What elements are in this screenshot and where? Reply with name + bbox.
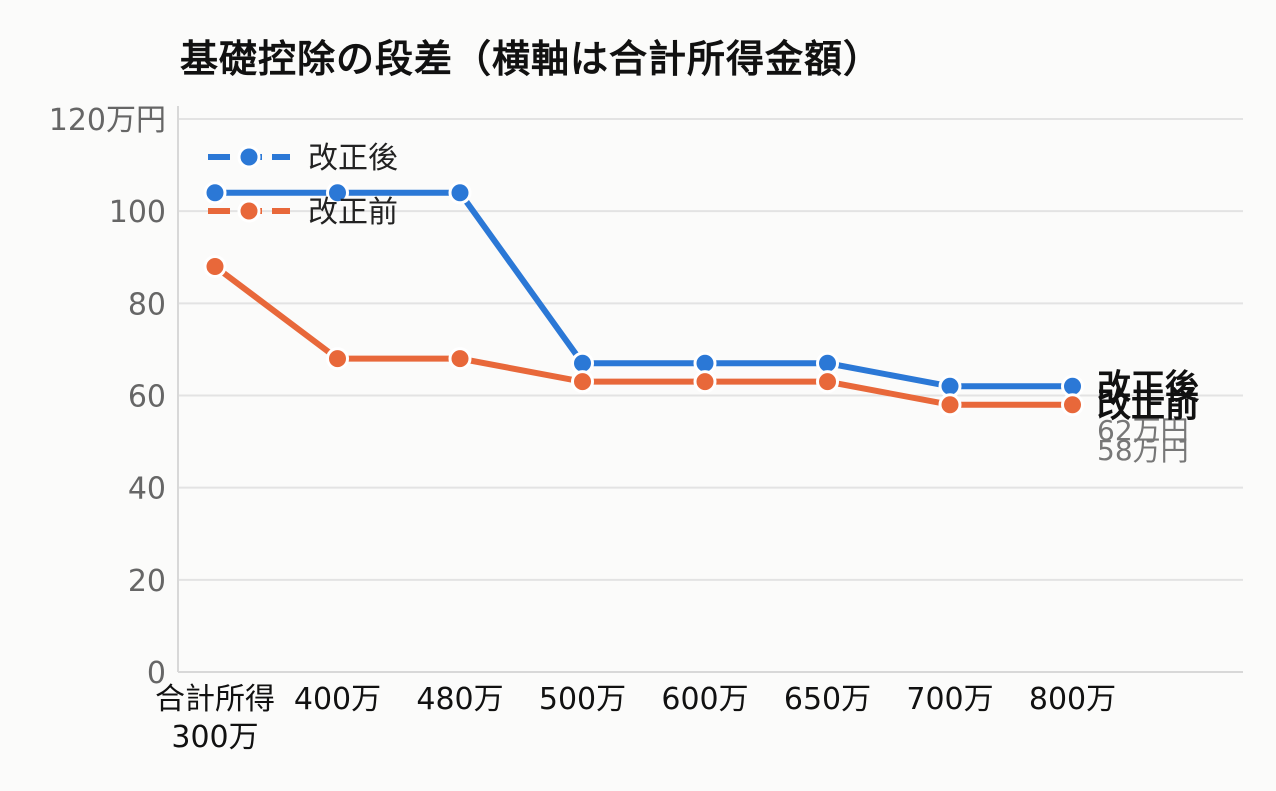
x-tick-labels: 合計所得 300万 400万 480万 500万 600万 650万 700万 800万: [155, 682, 1116, 755]
end-value-label: 62万円: [1097, 414, 1189, 447]
data-point: [1061, 393, 1084, 417]
y-tick-label: 80: [128, 287, 166, 322]
series-lines: [212, 189, 1076, 408]
y-tick-label: 20: [128, 564, 166, 599]
y-tick-label: 120万円: [49, 103, 166, 138]
legend-label: 改正前: [308, 195, 398, 230]
y-tick-label: 60: [128, 380, 166, 415]
y-tick-label: 40: [128, 472, 166, 507]
y-tick-label: 100: [109, 195, 166, 230]
series-points: [203, 181, 1084, 417]
y-tick-label: 0: [147, 656, 166, 691]
x-tick-label: 合計所得 300万: [155, 682, 275, 755]
end-value-label: 58万円: [1097, 434, 1189, 467]
x-tick-label: 800万: [1029, 682, 1116, 717]
x-tick-label: 400万: [294, 682, 381, 717]
data-point: [448, 347, 472, 371]
data-point: [203, 181, 227, 205]
legend-swatch-marker: [237, 199, 261, 223]
data-point: [448, 181, 472, 205]
data-point: [203, 254, 227, 278]
x-tick-label: 500万: [539, 682, 626, 717]
data-point: [938, 393, 962, 417]
y-tick-labels: 0 20 40 60 80 100 120万円: [49, 103, 166, 691]
legend-label: 改正後: [308, 141, 398, 176]
data-point: [816, 370, 839, 394]
chart-title: 基礎控除の段差（横軸は合計所得金額）: [180, 37, 883, 81]
x-tick-label: 600万: [661, 682, 748, 717]
series-line-1: [212, 189, 1076, 390]
data-point: [693, 370, 717, 394]
data-point: [571, 370, 594, 394]
series-line-2: [212, 263, 1076, 408]
x-tick-label: 480万: [416, 682, 503, 717]
end-series-label: 改正後: [1097, 367, 1200, 407]
end-series-label: 改正前: [1097, 386, 1199, 426]
x-tick-label: 700万: [906, 682, 993, 717]
data-point: [326, 181, 349, 205]
data-point: [326, 347, 349, 371]
legend-swatch-marker: [237, 145, 261, 169]
x-tick-label: 650万: [784, 682, 871, 717]
gridlines: [178, 118, 1243, 581]
